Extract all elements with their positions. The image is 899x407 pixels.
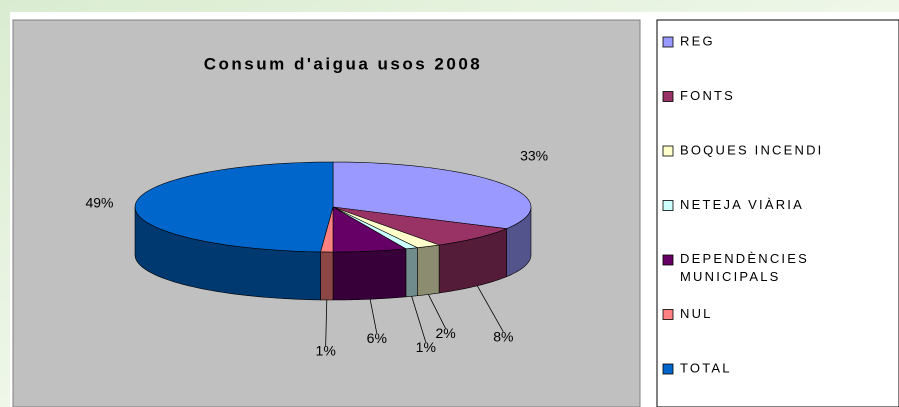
pie-slice: [134, 161, 334, 253]
data-label: 2%: [435, 325, 455, 341]
legend-swatch: [662, 254, 674, 266]
legend-swatch: [662, 145, 674, 157]
pie-side: [417, 244, 440, 297]
legend-swatch: [662, 200, 674, 211]
leader-line: [369, 299, 378, 334]
pie-slice: [332, 161, 532, 229]
pie-slice: [332, 206, 507, 246]
legend-label: BOQUES INCENDI: [680, 142, 823, 157]
legend: [656, 19, 899, 407]
pie-side: [405, 247, 418, 298]
legend-label: NUL: [680, 306, 713, 321]
chart-title: Consum d'aigua usos 2008: [204, 54, 483, 73]
legend-swatch: [662, 309, 674, 320]
leader-line: [476, 285, 504, 333]
legend-swatch: [662, 363, 674, 375]
data-label: 1%: [316, 343, 336, 359]
data-label: 33%: [520, 147, 548, 163]
pie-side: [320, 251, 334, 301]
pie-slice: [332, 206, 407, 253]
legend-label: DEPENDÈNCIES MUNICIPALS: [680, 251, 809, 284]
legend-label: TOTAL: [680, 360, 732, 375]
legend-label: NETEJA VIÀRIA: [680, 197, 804, 212]
legend-label: FONTS: [680, 88, 735, 103]
legend-swatch: [662, 91, 674, 102]
pie-side: [332, 248, 407, 301]
data-label: 49%: [85, 195, 113, 211]
data-label: 1%: [416, 339, 436, 355]
data-label: 8%: [493, 329, 513, 345]
leader-line: [411, 296, 427, 343]
legend-label: REG: [680, 33, 715, 48]
legend-swatch: [662, 36, 674, 48]
leader-line: [325, 299, 328, 346]
leader-line: [428, 294, 446, 329]
data-label: 6%: [367, 330, 387, 346]
